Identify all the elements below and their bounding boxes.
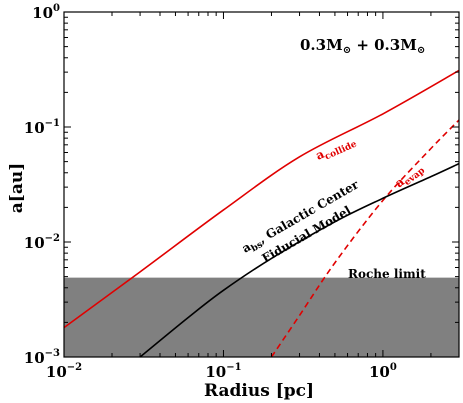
acollide-line (63, 69, 460, 329)
axis-ticks (63, 11, 460, 358)
y-tick-label: 10−2 (24, 233, 60, 252)
aevap-label: aevap (392, 160, 427, 192)
x-tick-label: 10−1 (205, 362, 241, 381)
mass-annotation: 0.3M⊙ + 0.3M⊙ (300, 36, 425, 56)
y-axis-title: a[au] (7, 163, 27, 213)
y-tick-labels: 10−3 10−2 10−1 100 (24, 3, 60, 367)
x-tick-label: 10−2 (46, 362, 82, 381)
aevap-line (270, 119, 460, 358)
x-tick-label: 100 (369, 362, 397, 381)
roche-limit-label: Roche limit (348, 267, 426, 281)
x-axis-title: Radius [pc] (204, 381, 314, 401)
y-tick-label: 10−1 (24, 118, 60, 137)
roche-limit-shaded-region (64, 277, 459, 357)
y-tick-label: 100 (32, 3, 60, 22)
x-tick-labels: 10−2 10−1 100 (46, 362, 397, 381)
abs-line (139, 162, 460, 358)
y-tick-label: 10−3 (24, 348, 60, 367)
plot-frame (63, 11, 460, 358)
sun-symbol: ⊙ (343, 45, 351, 56)
sun-symbol: ⊙ (417, 45, 425, 56)
